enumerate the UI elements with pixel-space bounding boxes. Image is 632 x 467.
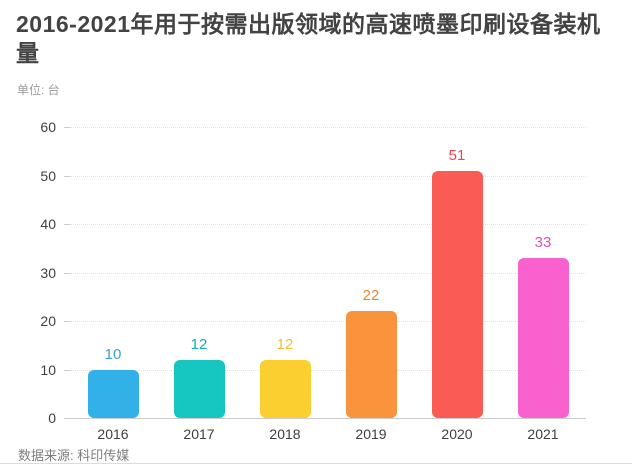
y-axis-tick [64, 272, 70, 274]
bar-2020 [431, 170, 483, 418]
y-gridline [70, 321, 586, 322]
x-axis-label-2020: 2020 [441, 426, 473, 442]
bar-value-label-2018: 12 [276, 335, 294, 353]
y-gridline [70, 272, 586, 274]
y-axis-label: 60 [40, 119, 56, 135]
y-axis-label: 50 [40, 167, 56, 184]
y-axis-tick [64, 321, 70, 322]
bar-2016 [87, 369, 139, 418]
bar-2018 [259, 359, 311, 418]
footer-divider [0, 463, 632, 464]
y-axis-label: 10 [40, 361, 56, 378]
x-axis-label-2018: 2018 [269, 426, 301, 442]
chart-title: 2016-2021年用于按需出版领域的高速喷墨印刷设备装机量 [16, 11, 601, 66]
y-axis-tick [64, 418, 70, 419]
y-axis-label: 40 [40, 216, 56, 232]
unit-label: 单位: 台 [17, 83, 60, 97]
y-gridline [70, 175, 586, 177]
bar-chart-plot-area: 0 10 20 30 40 50 60 10 2016 12 2017 12 2018 22 2019 51 2… [40, 119, 586, 442]
y-axis-tick [64, 127, 70, 128]
bar-value-label-2016: 10 [104, 345, 122, 363]
x-axis-label-2016: 2016 [97, 426, 129, 442]
x-axis-label-2019: 2019 [355, 426, 387, 442]
y-axis-tick [64, 224, 70, 225]
y-axis-label: 0 [48, 410, 56, 426]
bar-value-label-2021: 33 [534, 233, 552, 251]
y-axis-tick [64, 369, 70, 371]
y-gridline [70, 224, 586, 225]
bar-2021 [517, 257, 569, 418]
bar-value-label-2020: 51 [448, 146, 466, 164]
bar-2017 [173, 359, 225, 418]
y-axis-tick [64, 175, 70, 177]
bar-2019 [345, 311, 397, 418]
x-axis-label-2021: 2021 [527, 426, 559, 442]
x-axis-label-2017: 2017 [183, 426, 215, 442]
bar-value-label-2019: 22 [362, 287, 380, 305]
data-source-label: 数据来源: 科印传媒 [18, 448, 130, 463]
y-axis-label: 30 [40, 264, 56, 281]
y-axis-label: 20 [40, 313, 56, 329]
y-gridline [70, 127, 586, 128]
bar-value-label-2017: 12 [190, 335, 208, 353]
y-gridline [70, 369, 586, 371]
